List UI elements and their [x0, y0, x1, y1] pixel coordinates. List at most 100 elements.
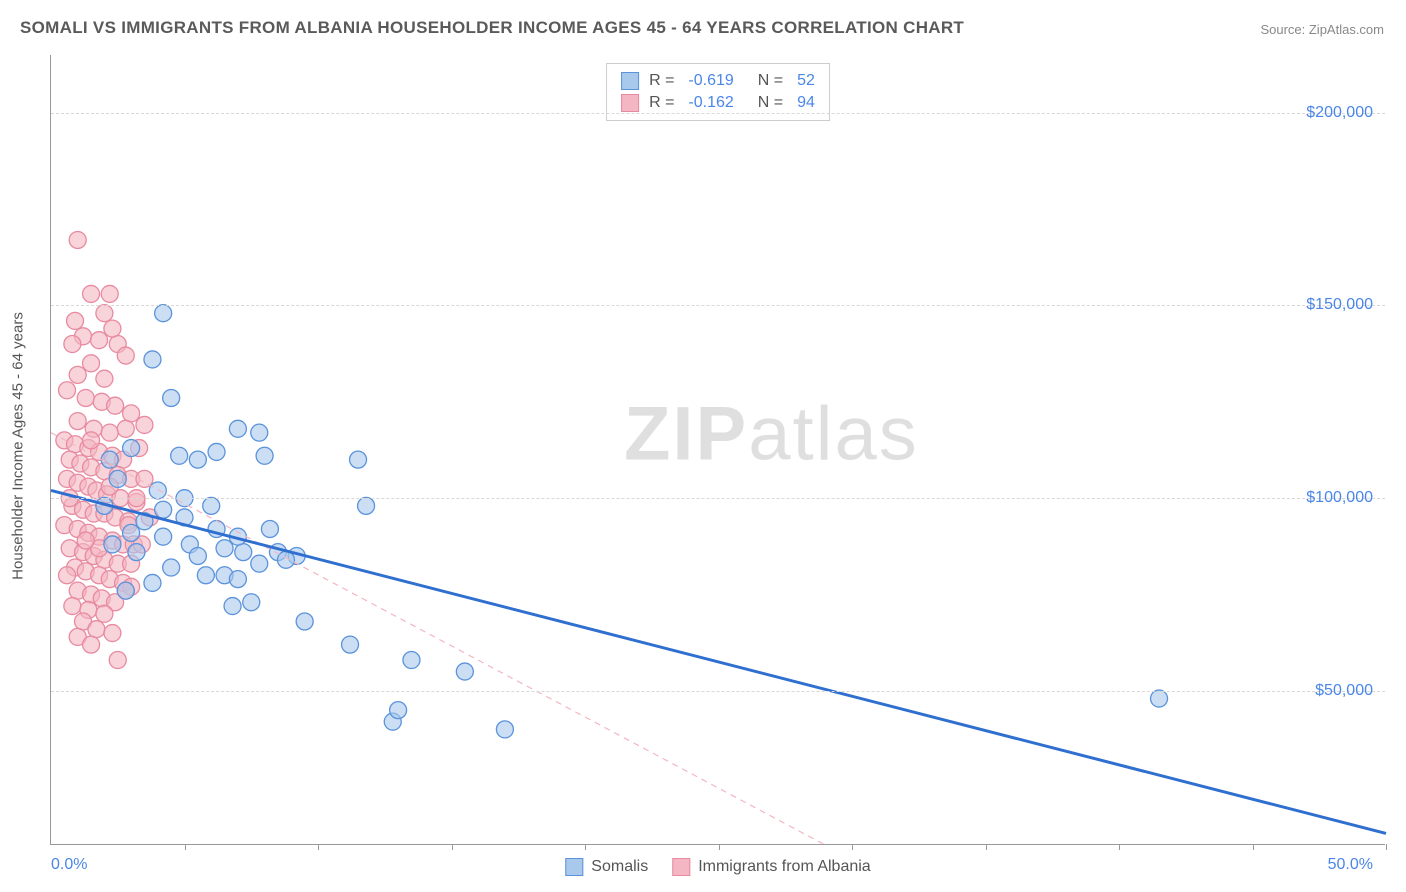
- scatter-point: [163, 559, 180, 576]
- x-tick: [452, 844, 453, 850]
- x-tick: [719, 844, 720, 850]
- gridline-h: [51, 305, 1385, 306]
- scatter-point: [155, 305, 172, 322]
- scatter-point: [350, 451, 367, 468]
- legend-series-label: Somalis: [591, 858, 648, 876]
- x-tick: [185, 844, 186, 850]
- scatter-point: [123, 405, 140, 422]
- scatter-point: [117, 347, 134, 364]
- x-tick: [585, 844, 586, 850]
- legend-r-value: -0.619: [688, 72, 733, 90]
- scatter-point: [101, 451, 118, 468]
- scatter-point: [59, 382, 76, 399]
- x-tick: [852, 844, 853, 850]
- legend-series-item: Immigrants from Albania: [672, 858, 871, 876]
- scatter-point: [171, 447, 188, 464]
- trend-line-dashed: [51, 433, 825, 845]
- scatter-point: [109, 470, 126, 487]
- scatter-point: [91, 332, 108, 349]
- scatter-point: [83, 355, 100, 372]
- scatter-point: [235, 544, 252, 561]
- scatter-point: [64, 598, 81, 615]
- gridline-h: [51, 113, 1385, 114]
- scatter-point: [77, 532, 94, 549]
- x-range-end: 50.0%: [1328, 856, 1373, 874]
- x-range-start: 0.0%: [51, 856, 87, 874]
- scatter-point: [117, 582, 134, 599]
- legend-n-label: N =: [758, 72, 783, 90]
- y-tick-label: $150,000: [1306, 296, 1373, 314]
- scatter-point: [261, 521, 278, 538]
- x-tick: [1386, 844, 1387, 850]
- scatter-point: [256, 447, 273, 464]
- scatter-point: [197, 567, 214, 584]
- scatter-point: [224, 598, 241, 615]
- scatter-point: [69, 366, 86, 383]
- legend-swatch: [565, 858, 583, 876]
- scatter-point: [456, 663, 473, 680]
- scatter-point: [77, 389, 94, 406]
- scatter-point: [83, 285, 100, 302]
- scatter-point: [155, 501, 172, 518]
- scatter-point: [104, 536, 121, 553]
- y-tick-label: $200,000: [1306, 104, 1373, 122]
- legend-series-label: Immigrants from Albania: [698, 858, 871, 876]
- scatter-point: [96, 605, 113, 622]
- y-tick-label: $50,000: [1315, 682, 1373, 700]
- scatter-point: [101, 285, 118, 302]
- scatter-point: [88, 621, 105, 638]
- scatter-point: [155, 528, 172, 545]
- trend-line-solid: [51, 490, 1386, 833]
- legend-r-label: R =: [649, 94, 674, 112]
- scatter-point: [296, 613, 313, 630]
- scatter-point: [104, 320, 121, 337]
- scatter-point: [390, 702, 407, 719]
- scatter-point: [496, 721, 513, 738]
- scatter-point: [144, 351, 161, 368]
- legend-r-value: -0.162: [688, 94, 733, 112]
- x-tick: [318, 844, 319, 850]
- scatter-point: [229, 571, 246, 588]
- scatter-point: [69, 231, 86, 248]
- scatter-point: [251, 555, 268, 572]
- scatter-point: [251, 424, 268, 441]
- scatter-point: [83, 636, 100, 653]
- scatter-point: [67, 312, 84, 329]
- source-label: Source:: [1260, 22, 1308, 37]
- scatter-point: [208, 443, 225, 460]
- legend-r-label: R =: [649, 72, 674, 90]
- scatter-point: [83, 432, 100, 449]
- scatter-point: [216, 540, 233, 557]
- gridline-h: [51, 691, 1385, 692]
- scatter-point: [342, 636, 359, 653]
- scatter-point: [144, 574, 161, 591]
- source-value: ZipAtlas.com: [1309, 22, 1384, 37]
- scatter-point: [163, 389, 180, 406]
- x-tick: [1253, 844, 1254, 850]
- scatter-point: [96, 305, 113, 322]
- scatter-point: [59, 567, 76, 584]
- scatter-point: [358, 497, 375, 514]
- scatter-point: [128, 544, 145, 561]
- x-tick: [1119, 844, 1120, 850]
- scatter-point: [136, 470, 153, 487]
- scatter-point: [96, 370, 113, 387]
- correlation-chart: SOMALI VS IMMIGRANTS FROM ALBANIA HOUSEH…: [0, 0, 1406, 892]
- legend-n-value: 52: [797, 72, 815, 90]
- y-tick-label: $100,000: [1306, 489, 1373, 507]
- scatter-point: [136, 416, 153, 433]
- legend-n-value: 94: [797, 94, 815, 112]
- scatter-point: [64, 336, 81, 353]
- scatter-point: [109, 652, 126, 669]
- gridline-h: [51, 498, 1385, 499]
- scatter-point: [149, 482, 166, 499]
- scatter-point: [107, 397, 124, 414]
- scatter-point: [403, 652, 420, 669]
- source-attribution: Source: ZipAtlas.com: [1260, 22, 1384, 37]
- scatter-point: [117, 420, 134, 437]
- scatter-point: [189, 547, 206, 564]
- scatter-point: [203, 497, 220, 514]
- scatter-point: [229, 420, 246, 437]
- legend-stats-row: R =-0.162N =94: [621, 92, 815, 114]
- scatter-point: [189, 451, 206, 468]
